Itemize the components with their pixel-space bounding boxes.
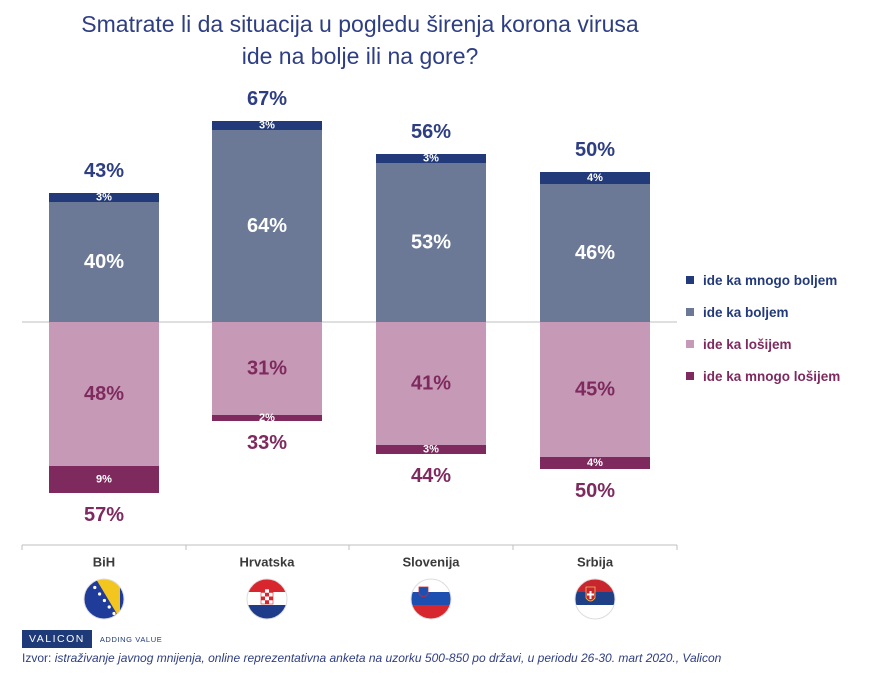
data-label: 53% xyxy=(411,232,451,254)
bar-segment xyxy=(49,466,159,493)
bar-segment xyxy=(540,322,650,457)
bar-segment xyxy=(49,202,159,322)
negative-total-label: 33% xyxy=(247,432,287,454)
data-label: 40% xyxy=(84,251,124,273)
data-label: 46% xyxy=(575,242,615,264)
flag-serbia-icon xyxy=(575,579,615,619)
positive-total-label: 50% xyxy=(575,139,615,161)
data-label: 3% xyxy=(259,120,275,132)
bar-segment xyxy=(212,322,322,415)
bar-segment xyxy=(49,193,159,202)
category-label: Slovenija xyxy=(402,555,460,570)
category-label: Srbija xyxy=(577,555,614,570)
legend-swatch xyxy=(686,308,694,316)
chart-title: Smatrate li da situacija u pogledu širen… xyxy=(0,8,720,72)
legend-label: ide ka lošijem xyxy=(703,336,792,352)
legend-label: ide ka mnogo boljem xyxy=(703,272,838,288)
bar-segment xyxy=(212,415,322,421)
positive-total-label: 67% xyxy=(247,88,287,110)
legend-swatch xyxy=(686,276,694,284)
data-label: 3% xyxy=(423,444,439,456)
legend-item: ide ka lošijem xyxy=(686,328,840,360)
legend-item: ide ka boljem xyxy=(686,296,840,328)
data-label: 2% xyxy=(259,412,275,424)
source-text: istraživanje javnog mnijenja, online rep… xyxy=(54,651,722,665)
source-note: Izvor: istraživanje javnog mnijenja, onl… xyxy=(22,651,721,665)
bar-segment xyxy=(540,172,650,184)
flag-croatia-icon xyxy=(247,579,287,619)
legend-swatch xyxy=(686,372,694,380)
data-label: 31% xyxy=(247,358,287,380)
valicon-logo: VALICON ADDING VALUE xyxy=(22,630,162,648)
legend-label: ide ka boljem xyxy=(703,304,789,320)
negative-total-label: 50% xyxy=(575,480,615,502)
source-label: Izvor: xyxy=(22,651,52,665)
bar-segment xyxy=(376,163,486,322)
data-label: 9% xyxy=(96,474,112,486)
flag-slovenia-icon xyxy=(411,579,451,619)
data-label: 41% xyxy=(411,373,451,395)
flag-bih-icon xyxy=(84,579,124,619)
bar-segment xyxy=(540,184,650,322)
positive-total-label: 43% xyxy=(84,160,124,182)
data-label: 45% xyxy=(575,379,615,401)
category-label: Hrvatska xyxy=(240,555,296,570)
negative-total-label: 44% xyxy=(411,465,451,487)
data-label: 64% xyxy=(247,215,287,237)
data-label: 3% xyxy=(96,192,112,204)
bar-segment xyxy=(376,322,486,445)
data-label: 3% xyxy=(423,153,439,165)
legend: ide ka mnogo boljem ide ka boljem ide ka… xyxy=(686,264,840,392)
flag-outline xyxy=(246,578,288,620)
bar-segment xyxy=(376,445,486,454)
legend-swatch xyxy=(686,340,694,348)
negative-total-label: 57% xyxy=(84,504,124,526)
data-label: 48% xyxy=(84,383,124,405)
legend-item: ide ka mnogo boljem xyxy=(686,264,840,296)
bar-segment xyxy=(540,457,650,469)
legend-item: ide ka mnogo lošijem xyxy=(686,360,840,392)
data-label: 4% xyxy=(587,457,603,469)
flag-outline xyxy=(574,578,616,620)
chart-title-line-2: ide na bolje ili na gore? xyxy=(241,43,479,69)
category-label: BiH xyxy=(93,555,115,570)
bar-segment xyxy=(212,121,322,130)
bar-segment xyxy=(212,130,322,322)
brand-tagline: ADDING VALUE xyxy=(99,634,163,644)
flag-outline xyxy=(410,578,452,620)
positive-total-label: 56% xyxy=(411,121,451,143)
bar-segment xyxy=(376,154,486,163)
bar-segment xyxy=(49,322,159,466)
legend-label: ide ka mnogo lošijem xyxy=(703,368,841,384)
flag-outline xyxy=(83,578,125,620)
data-label: 4% xyxy=(587,172,603,184)
chart-title-line-1: Smatrate li da situacija u pogledu širen… xyxy=(81,11,639,37)
brand-name: VALICON xyxy=(22,630,92,648)
